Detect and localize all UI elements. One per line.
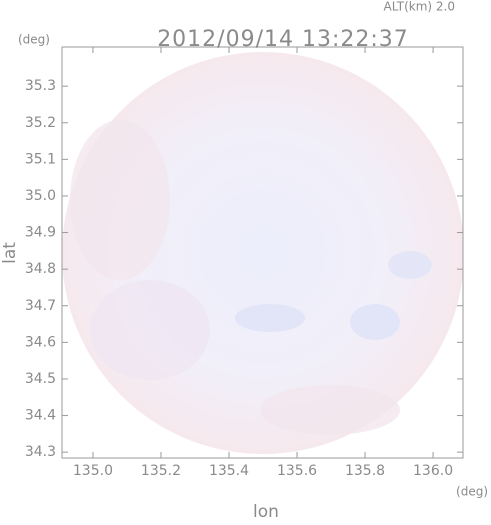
y-tick-label: 34.7: [25, 298, 56, 314]
y-tick-label: 34.4: [25, 408, 56, 424]
x-tick-label: 135.6: [277, 463, 317, 479]
x-tick-label: 136.0: [413, 463, 453, 479]
y-axis-label: lat: [0, 242, 20, 264]
altitude-label: ALT(km) 2.0: [384, 0, 455, 14]
x-axis-label: lon: [253, 502, 279, 521]
echo: [235, 304, 305, 332]
y-tick-label: 34.5: [25, 371, 56, 387]
echo: [350, 304, 400, 340]
y-tick-label: 34.6: [25, 334, 56, 350]
y-unit: (deg): [18, 33, 50, 47]
chart-title: 2012/09/14 13:22:37: [157, 27, 409, 52]
echo: [70, 120, 170, 280]
x-tick-label: 135.2: [141, 463, 181, 479]
x-tick-label: 135.8: [345, 463, 385, 479]
y-tick-label: 35.0: [25, 188, 56, 204]
y-tick-label: 34.3: [25, 444, 56, 460]
radar-field: [62, 52, 463, 454]
echo: [90, 280, 210, 380]
x-unit: (deg): [456, 485, 488, 499]
plot-frame: [61, 46, 464, 459]
y-tick-label: 35.2: [25, 115, 56, 131]
echo: [388, 251, 432, 279]
y-tick-label: 35.3: [25, 78, 56, 94]
echo: [260, 385, 400, 435]
y-tick-label: 35.1: [25, 151, 56, 167]
y-tick-label: 34.9: [25, 225, 56, 241]
x-tick-label: 135.0: [73, 463, 113, 479]
x-tick-label: 135.4: [209, 463, 249, 479]
y-tick-label: 34.8: [25, 261, 56, 277]
